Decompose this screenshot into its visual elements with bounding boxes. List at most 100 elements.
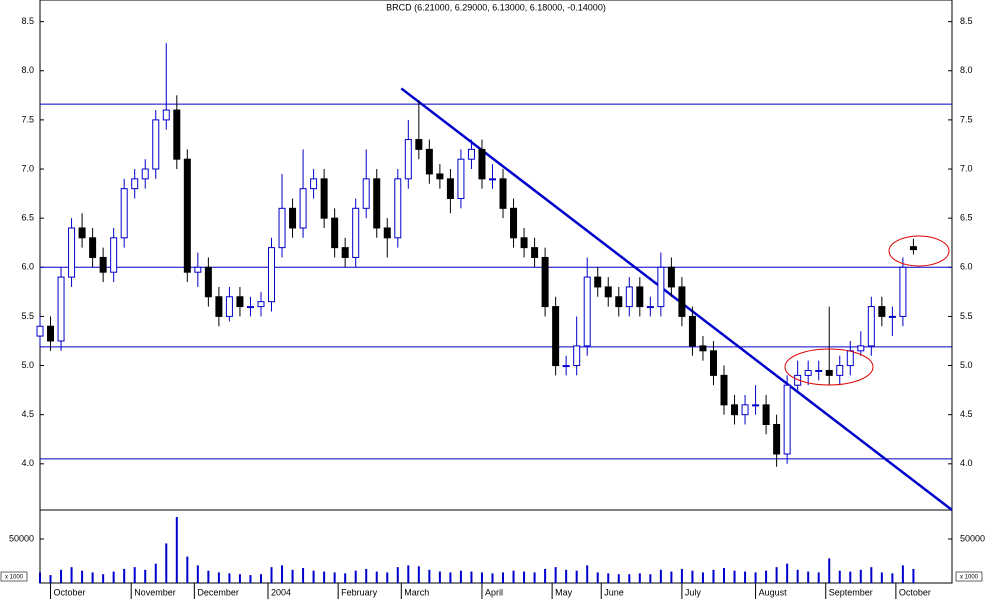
candle-body: [488, 178, 496, 181]
volume-bar: [554, 567, 557, 583]
candle-body: [131, 178, 139, 190]
candle-body: [773, 424, 781, 455]
candle-body: [404, 139, 412, 180]
unit-box: [0, 571, 28, 582]
candle-body: [194, 266, 202, 273]
volume-bar: [502, 572, 505, 583]
volume-bar: [596, 572, 599, 583]
candle-body: [699, 345, 707, 352]
volume-bar: [512, 570, 515, 583]
volume-bar: [828, 558, 831, 583]
candle-body: [289, 207, 297, 229]
volume-bar: [659, 569, 662, 583]
volume-bar: [691, 570, 694, 583]
volume-bar: [575, 570, 578, 583]
candle-body: [68, 227, 76, 278]
candle-body: [573, 345, 581, 367]
y-tick-label-right: 7.5: [960, 114, 973, 124]
candle-body: [446, 178, 454, 199]
candle-body: [888, 315, 896, 318]
volume-bar: [670, 571, 673, 583]
candle-body: [478, 148, 486, 180]
candle-body: [815, 369, 823, 372]
volume-tick-label: 50000: [9, 533, 34, 543]
candle-body: [57, 276, 65, 342]
volume-bar: [249, 575, 252, 583]
candle-body: [425, 148, 433, 175]
candle-body: [183, 158, 191, 273]
volume-bar: [270, 567, 273, 583]
candle-body: [152, 119, 160, 170]
volume-bar: [312, 570, 315, 583]
candle-body: [120, 188, 128, 239]
candle-body: [268, 247, 276, 303]
y-tick-label: 5.0: [21, 360, 34, 370]
volume-bar: [39, 572, 41, 583]
volume-bar: [807, 571, 810, 583]
candle-body: [899, 266, 907, 317]
volume-bar: [544, 568, 547, 583]
candle-body: [236, 296, 244, 308]
volume-bar: [49, 575, 52, 583]
candle-body: [36, 325, 44, 337]
candle-body: [878, 306, 886, 317]
candle-body: [457, 158, 465, 199]
candle-body: [225, 296, 233, 317]
volume-bar: [459, 570, 462, 583]
volume-bar: [70, 567, 73, 583]
volume-bar: [849, 571, 852, 583]
volume-bar: [628, 574, 631, 583]
y-tick-label: 6.5: [21, 213, 34, 223]
volume-bar: [449, 572, 452, 583]
volume-bar: [123, 568, 126, 583]
x-tick-label: September: [829, 587, 873, 597]
volume-bar: [796, 569, 799, 583]
volume-bar: [375, 571, 378, 583]
candle-body: [752, 404, 760, 407]
volume-bar: [838, 570, 841, 583]
volume-bar: [428, 569, 431, 583]
volume-bar: [207, 570, 210, 583]
candle-body: [541, 256, 549, 308]
volume-bar: [133, 567, 136, 583]
volume-bar: [259, 574, 262, 583]
candle-body: [499, 178, 507, 209]
y-tick-label-right: 6.5: [960, 213, 973, 223]
volume-bar: [323, 571, 326, 583]
candle-body: [394, 178, 402, 239]
volume-bar: [165, 543, 168, 583]
volume-bar: [901, 565, 904, 583]
volume-bar: [175, 517, 178, 583]
candle-body: [709, 350, 717, 376]
volume-bar: [238, 574, 241, 583]
volume-bar: [217, 572, 220, 583]
volume-unit-label: x 1000: [5, 575, 24, 581]
y-tick-label-right: 8.0: [960, 65, 973, 75]
candle-body: [362, 178, 370, 209]
x-tick-label: October: [54, 587, 86, 597]
candle-body: [667, 266, 675, 288]
y-tick-label: 4.0: [21, 458, 34, 468]
volume-bar: [891, 573, 894, 583]
volume-bar: [607, 573, 610, 583]
x-tick-label: August: [759, 587, 788, 597]
candle-body: [646, 306, 654, 309]
x-tick-label: February: [341, 587, 378, 597]
candle-body: [162, 109, 170, 121]
y-tick-label: 8.5: [21, 16, 34, 26]
volume-bar: [60, 569, 63, 583]
candle-body: [688, 315, 696, 347]
x-tick-label: October: [899, 587, 931, 597]
volume-bar: [754, 572, 757, 583]
chart-title: BRCD (6.21000, 6.29000, 6.13000, 6.18000…: [386, 2, 606, 12]
candle-body: [762, 404, 770, 426]
volume-bar: [680, 568, 683, 583]
candle-body: [804, 369, 812, 376]
candle-body: [299, 188, 307, 229]
candle-body: [594, 276, 602, 288]
candle-body: [204, 266, 212, 298]
candle-body: [110, 237, 118, 273]
volume-bar: [407, 565, 410, 583]
candle-body: [909, 246, 917, 251]
